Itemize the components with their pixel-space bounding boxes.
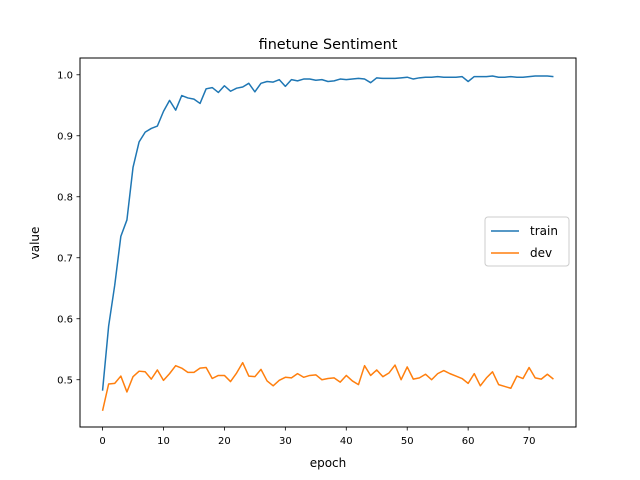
x-tick-label: 60 xyxy=(462,436,475,447)
legend-label-train: train xyxy=(530,224,558,238)
series-line-dev xyxy=(101,361,554,412)
x-tick-label: 50 xyxy=(401,436,414,447)
plot-frame xyxy=(79,57,577,428)
y-tick-label: 0.9 xyxy=(57,131,73,142)
y-tick-label: 1.0 xyxy=(57,70,73,81)
x-tick-label: 40 xyxy=(340,436,353,447)
y-axis-label: value xyxy=(28,227,42,260)
y-axis-ticks: 0.5 0.6 0.7 0.8 0.9 1.0 xyxy=(57,70,80,386)
legend-entries: train dev xyxy=(491,224,558,260)
y-tick-label: 0.6 xyxy=(57,314,73,325)
y-tick-label: 0.8 xyxy=(57,192,73,203)
legend-label-dev: dev xyxy=(530,246,552,260)
y-tick-label: 0.5 xyxy=(57,375,73,386)
x-tick-label: 20 xyxy=(218,436,231,447)
x-tick-label: 30 xyxy=(279,436,292,447)
x-tick-label: 0 xyxy=(99,436,105,447)
x-axis-label: epoch xyxy=(310,456,347,470)
x-tick-label: 10 xyxy=(157,436,170,447)
x-tick-label: 70 xyxy=(523,436,536,447)
chart-title: finetune Sentiment xyxy=(259,37,398,53)
legend: train dev xyxy=(484,216,570,267)
y-tick-label: 0.7 xyxy=(57,253,73,264)
series-line-train xyxy=(101,75,554,391)
series-layer xyxy=(101,75,554,412)
x-axis-ticks: 0 10 20 30 40 50 60 70 xyxy=(99,427,535,447)
